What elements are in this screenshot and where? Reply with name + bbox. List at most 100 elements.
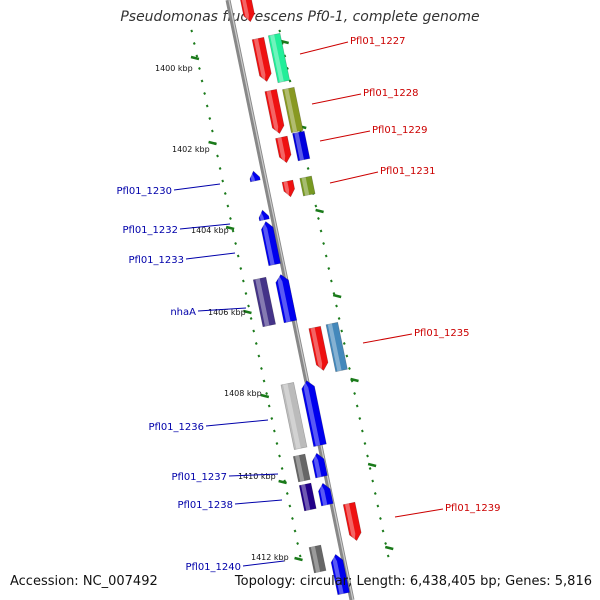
inner-tick <box>280 467 284 470</box>
gene-pfl01-1227 <box>251 36 272 82</box>
reverse-label-leader <box>185 252 236 260</box>
outer-tick <box>319 229 323 233</box>
reverse-label-leader <box>228 473 279 477</box>
gene-nhaa-cds <box>252 276 276 328</box>
major-tick <box>225 225 235 231</box>
kbp-tick-label: 1410 kbp <box>238 472 276 481</box>
outer-tick <box>379 517 382 520</box>
kbp-tick-label: 1408 kbp <box>224 389 262 398</box>
inner-tick <box>210 129 214 133</box>
inner-tick <box>216 154 219 158</box>
outer-tick <box>366 454 369 458</box>
genome-stats: Topology: circular; Length: 6,438,405 bp… <box>234 574 592 589</box>
gene-pfl01-1229 <box>275 135 292 164</box>
outer-tick <box>373 492 377 495</box>
gene-pfl01-1235 <box>308 325 329 371</box>
inner-tick <box>231 229 235 233</box>
reverse-label-leader <box>205 419 269 427</box>
reverse-gene-label[interactable]: Pfl01_1232 <box>122 225 178 236</box>
outer-tick <box>355 404 359 408</box>
outer-tick <box>324 254 328 258</box>
reverse-gene-label[interactable]: Pfl01_1233 <box>128 255 184 266</box>
gene-nhaa <box>275 274 298 324</box>
kbp-tick-label: 1400 kbp <box>155 64 193 73</box>
outer-tick <box>314 204 318 208</box>
inner-tick <box>223 192 227 195</box>
inner-tick <box>239 267 243 270</box>
inner-tick <box>200 79 204 83</box>
inner-tick <box>203 92 207 95</box>
outer-tick <box>384 542 388 545</box>
reverse-label-leader <box>173 183 221 191</box>
outer-tick <box>329 279 333 283</box>
forward-label-leader <box>311 93 362 105</box>
accession-label: Accession: NC_007492 <box>10 574 158 589</box>
reverse-gene-label[interactable]: Pfl01_1240 <box>185 562 241 573</box>
inner-tick <box>241 279 245 283</box>
inner-tick <box>198 67 201 70</box>
major-tick <box>294 556 303 562</box>
major-tick <box>384 545 394 551</box>
forward-gene-label[interactable]: Pfl01_1228 <box>363 88 419 99</box>
inner-tick <box>244 292 248 295</box>
gene-pfl01-1228 <box>264 88 285 134</box>
reverse-gene-label[interactable]: nhaA <box>170 307 196 318</box>
major-tick <box>278 479 287 485</box>
gene-pfl01-1236-cds <box>280 382 308 450</box>
gene-pfl01-1240 <box>330 553 350 596</box>
major-tick <box>260 393 270 399</box>
inner-tick <box>226 204 230 208</box>
major-tick <box>280 39 289 45</box>
outer-tick <box>381 529 385 533</box>
outer-tick <box>322 242 326 245</box>
major-tick <box>243 309 252 315</box>
inner-tick <box>195 54 199 58</box>
forward-gene-label[interactable]: Pfl01_1235 <box>414 328 470 339</box>
inner-tick <box>272 429 276 433</box>
major-tick <box>315 208 324 214</box>
outer-tick <box>278 29 282 33</box>
reverse-gene-label[interactable]: Pfl01_1238 <box>177 500 233 511</box>
major-tick <box>332 293 342 299</box>
gene-pfl01-1228-cds <box>282 86 304 134</box>
outer-tick <box>340 329 344 333</box>
inner-tick <box>298 554 302 558</box>
reverse-gene-label[interactable]: Pfl01_1236 <box>148 422 204 433</box>
outer-tick <box>335 304 338 308</box>
forward-label-leader <box>362 333 413 344</box>
outer-tick <box>368 467 372 470</box>
inner-tick <box>252 329 256 333</box>
outer-tick <box>342 342 346 345</box>
gene-pfl01-1235-cds <box>325 321 348 373</box>
forward-gene-label[interactable]: Pfl01_1239 <box>445 503 501 514</box>
inner-tick <box>229 217 232 220</box>
inner-tick <box>262 379 266 383</box>
outer-tick <box>360 429 364 433</box>
outer-tick <box>371 479 375 483</box>
inner-tick <box>267 404 271 408</box>
forward-gene-label[interactable]: Pfl01_1229 <box>372 125 428 136</box>
outer-tick <box>317 217 320 220</box>
gene-pfl01-1238-cds <box>298 482 317 512</box>
forward-label-leader <box>319 130 371 142</box>
inner-tick <box>218 167 222 170</box>
kbp-tick-label: 1404 kbp <box>191 226 229 235</box>
gene-pfl01-1237-cds <box>292 453 311 483</box>
inner-tick <box>221 179 225 183</box>
forward-gene-label[interactable]: Pfl01_1231 <box>380 166 436 177</box>
major-tick <box>367 462 377 468</box>
inner-tick <box>270 417 274 420</box>
reverse-label-leader <box>179 223 231 230</box>
major-tick <box>208 140 217 146</box>
forward-gene-label[interactable]: Pfl01_1227 <box>350 36 406 47</box>
kbp-tick-label: 1412 kbp <box>251 553 289 562</box>
inner-tick <box>275 442 279 445</box>
outer-tick <box>363 442 367 445</box>
reverse-gene-label[interactable]: Pfl01_1230 <box>116 186 172 197</box>
reverse-label-leader <box>234 499 283 505</box>
gene-pfl01-1236 <box>301 380 327 447</box>
inner-tick <box>208 117 212 120</box>
reverse-gene-label[interactable]: Pfl01_1237 <box>171 472 227 483</box>
forward-label-leader <box>394 508 444 518</box>
inner-tick <box>285 492 289 495</box>
